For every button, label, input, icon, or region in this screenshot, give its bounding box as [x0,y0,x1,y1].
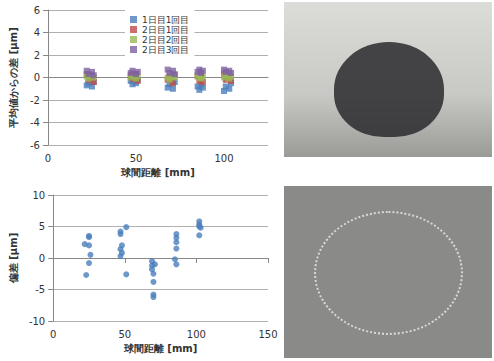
svg-text:2日目2回目: 2日目2回目 [142,35,189,45]
svg-text:平均値からの差 [μm]: 平均値からの差 [μm] [8,27,19,128]
svg-text:0: 0 [45,153,51,164]
svg-text:4: 4 [34,27,40,38]
svg-text:6: 6 [34,5,40,16]
svg-text:5: 5 [39,221,45,232]
svg-text:50: 50 [118,329,131,340]
svg-text:10: 10 [32,190,45,201]
svg-text:球間距離 [mm]: 球間距離 [mm] [123,343,197,354]
svg-text:1日目1回目: 1日目1回目 [142,15,189,25]
svg-text:2日目1回目: 2日目1回目 [142,25,189,35]
svg-text:2: 2 [34,50,40,61]
svg-text:-10: -10 [29,316,45,327]
svg-text:0: 0 [34,72,40,83]
svg-text:-2: -2 [30,95,40,106]
svg-text:-5: -5 [35,284,45,295]
svg-text:100: 100 [187,329,206,340]
svg-text:-4: -4 [30,117,40,128]
svg-text:150: 150 [258,329,277,340]
svg-text:偏差 [μm]: 偏差 [μm] [8,233,19,284]
svg-text:球間距離 [mm]: 球間距離 [mm] [120,167,194,178]
svg-text:0: 0 [50,329,56,340]
svg-text:50: 50 [130,153,143,164]
svg-text:0: 0 [39,253,45,264]
svg-text:2日目3回目: 2日目3回目 [142,45,189,55]
svg-text:100: 100 [214,153,233,164]
svg-text:-6: -6 [30,140,40,151]
